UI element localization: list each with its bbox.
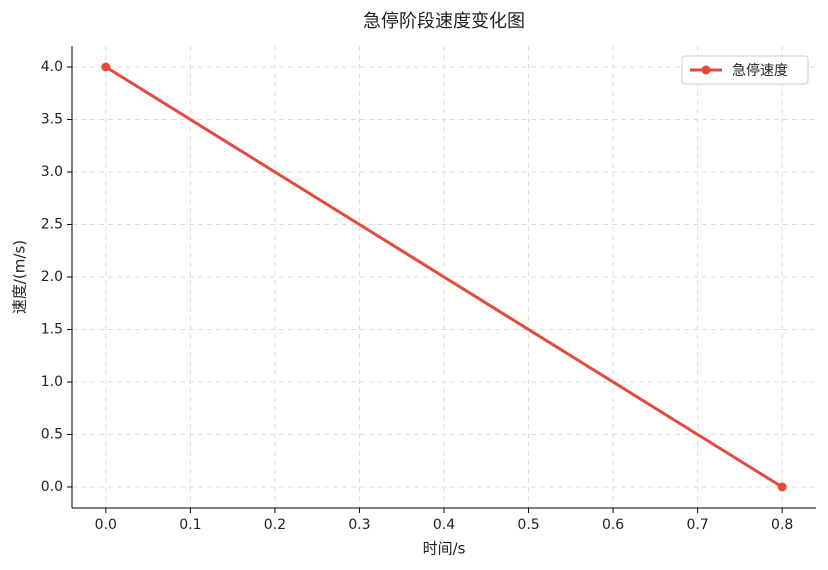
chart-title: 急停阶段速度变化图 xyxy=(363,11,525,32)
y-tick-label: 1.0 xyxy=(41,374,63,390)
x-tick-label: 0.3 xyxy=(348,517,370,533)
x-tick-label: 0.1 xyxy=(179,517,201,533)
x-tick-label: 0.4 xyxy=(433,517,455,533)
y-tick-label: 3.5 xyxy=(41,112,63,128)
legend-marker xyxy=(701,65,711,75)
legend-box xyxy=(681,55,809,85)
y-tick-label: 3.0 xyxy=(41,164,63,180)
data-point xyxy=(101,62,111,72)
y-tick-label: 2.5 xyxy=(41,217,63,233)
data-line xyxy=(105,65,783,489)
x-tick-label: 0.8 xyxy=(771,517,793,533)
x-tick-label: 0.0 xyxy=(95,517,117,533)
data-point xyxy=(777,482,787,492)
y-tick-label: 0.5 xyxy=(41,427,63,443)
x-tick-label: 0.2 xyxy=(264,517,286,533)
x-tick-label: 0.5 xyxy=(517,517,539,533)
legend-label: 急停速度 xyxy=(732,62,788,79)
y-tick-label: 2.0 xyxy=(41,269,63,285)
y-tick-label: 0.0 xyxy=(41,479,63,495)
y-tick-label: 4.0 xyxy=(41,59,63,75)
x-tick-label: 0.6 xyxy=(602,517,624,533)
x-tick-label: 0.7 xyxy=(687,517,709,533)
y-axis-label: 速度/(m/s) xyxy=(11,240,29,314)
x-axis-label: 时间/s xyxy=(423,540,466,558)
y-tick-label: 1.5 xyxy=(41,322,63,338)
